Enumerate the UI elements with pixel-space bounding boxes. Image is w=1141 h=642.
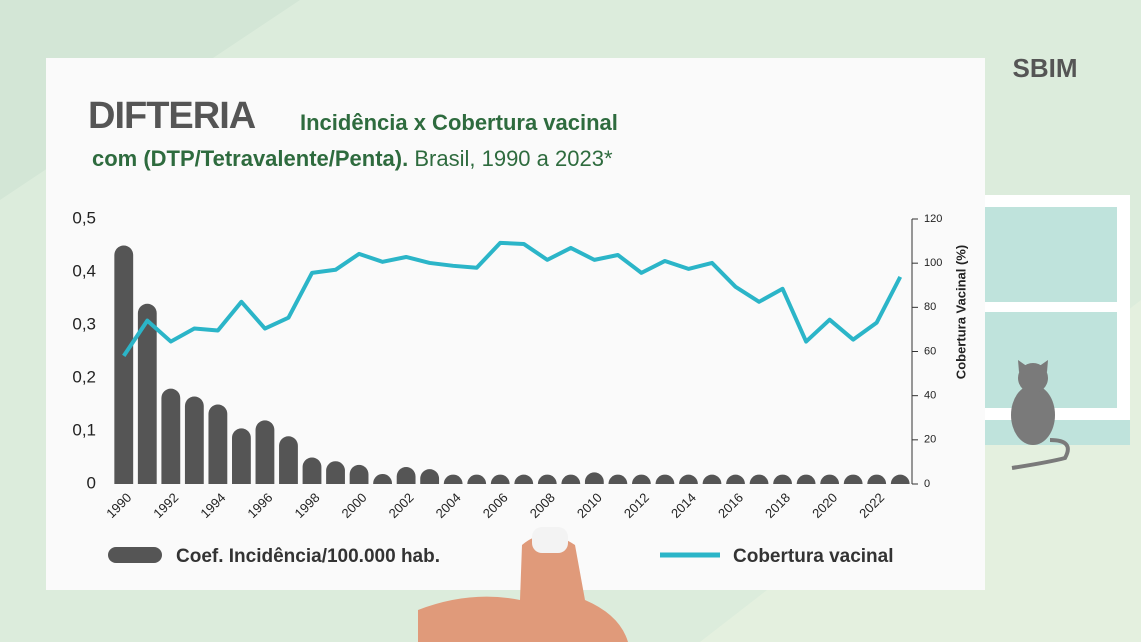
bar (632, 474, 651, 484)
window-frame (985, 302, 1130, 312)
bar (867, 474, 887, 484)
window (985, 195, 1130, 445)
bar (326, 461, 345, 484)
bar (208, 404, 228, 484)
bar (726, 474, 745, 484)
bar (843, 474, 863, 484)
y-tick-label: 0 (87, 473, 96, 492)
bar (537, 474, 557, 484)
y2-tick-label: 60 (924, 345, 936, 357)
bar (561, 474, 581, 484)
bar (490, 474, 510, 484)
bar (749, 474, 769, 484)
y2-tick-label: 0 (924, 478, 930, 490)
y2-axis-label: Cobertura Vacinal (%) (953, 245, 968, 379)
y-tick-label: 0,4 (72, 261, 96, 280)
logo: SBIM (1013, 53, 1078, 83)
bar (161, 388, 181, 484)
bar (773, 474, 792, 484)
chart-subtitle: com (DTP/Tetravalente/Penta). Brasil, 19… (92, 146, 613, 171)
subtitle-part: Brasil, 1990 a 2023* (414, 146, 613, 171)
y-tick-label: 0,5 (72, 208, 96, 227)
bar (420, 469, 440, 484)
bar (302, 457, 322, 484)
y-tick-label: 0,1 (72, 420, 96, 439)
bar (279, 436, 298, 484)
card (46, 58, 985, 590)
bar (608, 474, 628, 484)
bar (584, 472, 604, 484)
bar (184, 396, 204, 484)
y2-tick-label: 100 (924, 257, 942, 269)
bar (890, 474, 910, 484)
bar (396, 467, 416, 484)
bar (796, 474, 816, 484)
bar (232, 428, 251, 484)
bar (373, 473, 392, 484)
legend-swatch (108, 547, 162, 563)
window-frame (1117, 195, 1130, 420)
bar (137, 303, 157, 484)
bar (349, 464, 369, 484)
bar (514, 474, 534, 484)
line (122, 240, 903, 358)
y2-tick-label: 120 (924, 213, 942, 225)
y-tick-label: 0,3 (72, 314, 96, 333)
bar (114, 245, 134, 484)
bar (655, 474, 675, 484)
window-frame (985, 195, 1130, 207)
cat (1011, 360, 1070, 470)
bar (467, 474, 487, 484)
bar (702, 474, 722, 484)
hand (418, 527, 628, 642)
bar (820, 474, 840, 484)
y-tick-label: 0,2 (72, 367, 96, 386)
legend-label: Coef. Incidência/100.000 hab. (176, 546, 440, 567)
legend-label: Cobertura vacinal (733, 546, 894, 567)
y2-tick-label: 40 (924, 390, 936, 402)
y2-tick-label: 80 (924, 301, 936, 313)
bar (255, 420, 275, 484)
subtitle-part: com (DTP/Tetravalente/Penta). (92, 146, 408, 171)
window-frame (985, 408, 1130, 420)
y2-tick-label: 20 (924, 434, 936, 446)
chart-subtitle: Incidência x Cobertura vacinal (300, 110, 618, 135)
chart-title: DIFTERIA (88, 95, 256, 137)
bar (443, 474, 463, 484)
bar (679, 474, 698, 484)
